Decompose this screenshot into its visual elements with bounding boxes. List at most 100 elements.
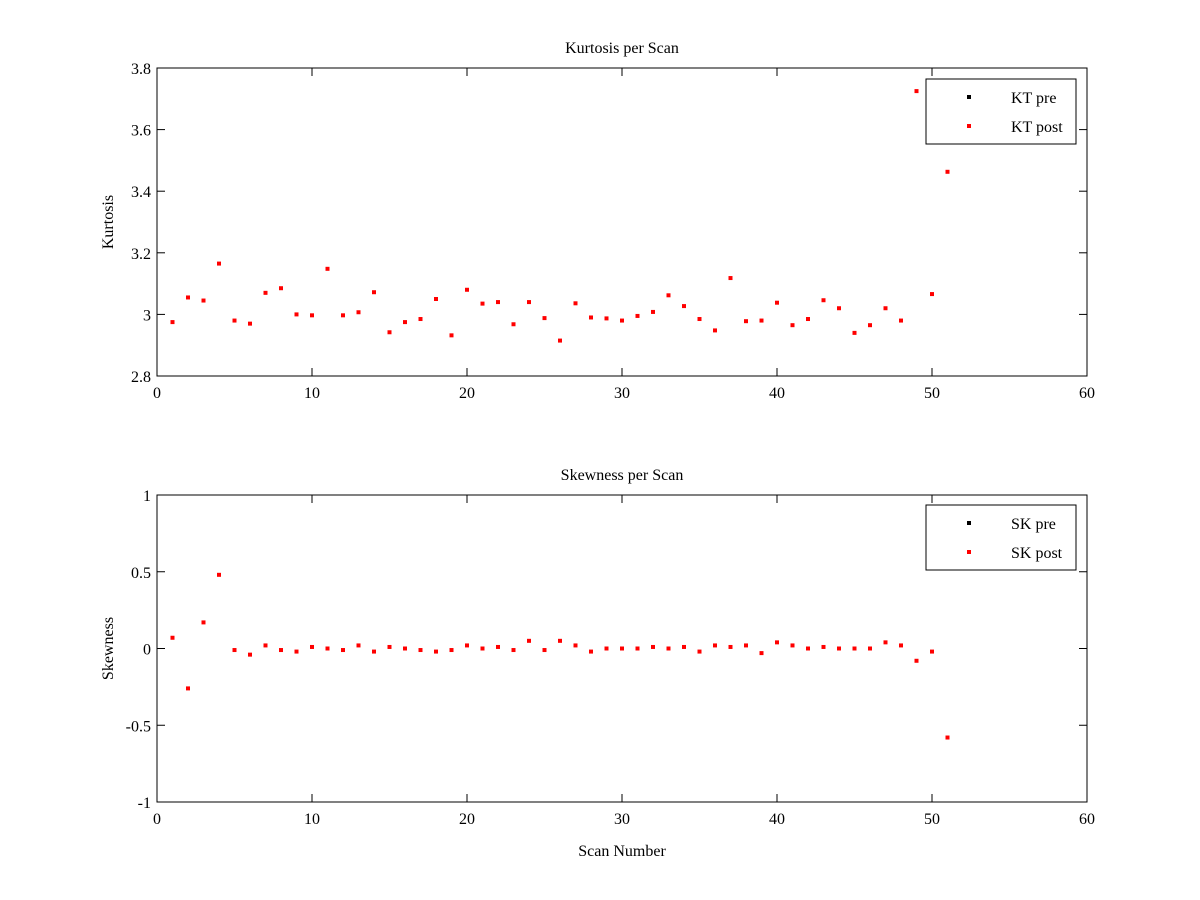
data-point-kt-post [248,321,252,326]
data-point-sk-post [697,649,702,654]
data-point-sk-post [821,644,826,649]
data-point-kt-post [651,309,655,314]
data-point-sk-post [573,643,578,648]
x-tick-label: 30 [614,385,630,402]
data-point-kt-post [170,320,175,325]
data-point-sk-post [294,649,299,654]
x-axis-label: Scan Number [578,843,666,860]
data-point-kt-post [480,301,485,306]
data-point-sk-post [790,643,795,648]
data-point-sk-post [775,640,779,645]
y-tick-label: 0 [143,642,151,659]
data-point-sk-post [434,649,438,654]
y-tick-label: 2.8 [131,369,151,386]
x-tick-label: 20 [459,385,475,402]
x-tick-label: 60 [1079,811,1095,828]
data-point-kt-post [356,310,361,315]
data-point-sk-post [620,646,624,651]
data-point-kt-post [635,313,640,318]
y-axis-label: Skewness [100,617,117,680]
data-point-kt-post [186,295,190,300]
data-point-sk-post [589,649,593,654]
data-point-kt-post [449,333,454,338]
data-point-sk-post [945,735,950,740]
y-axis-label: Kurtosis [100,195,117,249]
data-point-kt-post [697,317,702,322]
data-point-sk-post [403,646,407,651]
data-point-sk-post [248,652,252,657]
data-point-sk-post [744,643,748,648]
data-point-sk-post [480,646,485,651]
data-point-sk-post [728,644,733,649]
data-point-sk-post [759,651,764,656]
data-point-kt-post [496,300,500,305]
data-point-kt-post [573,301,578,306]
data-point-sk-post [263,643,268,648]
data-point-kt-post [620,318,624,323]
x-tick-label: 30 [614,811,630,828]
x-tick-label: 50 [924,811,940,828]
data-point-kt-post [604,316,609,321]
x-tick-label: 50 [924,385,940,402]
data-point-sk-post [356,643,361,648]
data-point-kt-post [418,317,423,322]
data-point-kt-post [279,286,283,291]
data-point-kt-post [883,306,888,311]
data-point-kt-post [713,328,717,333]
data-point-sk-post [883,640,888,645]
x-tick-label: 60 [1079,385,1095,402]
data-point-sk-post [201,620,206,625]
data-point-kt-post [930,292,934,297]
data-point-kt-post [759,318,764,323]
data-point-kt-post [790,323,795,328]
legend-label: KT pre [1011,90,1056,107]
data-point-sk-post [682,644,686,649]
data-point-kt-post [527,300,531,305]
data-point-sk-post [387,644,392,649]
x-tick-label: 40 [769,811,785,828]
data-point-sk-post [930,649,934,654]
y-tick-label: 3.4 [131,184,151,201]
y-tick-label: -0.5 [126,718,151,735]
data-point-kt-post [403,320,407,325]
chart-panel-1: 0 10 20 30 40 50 60 2.8 3 3.2 3.4 3.6 3.8 Kurtosis pe… [100,40,1095,402]
data-point-sk-post [868,646,872,651]
data-point-kt-post [837,306,841,311]
data-point-sk-post [666,646,671,651]
data-point-sk-post [170,635,175,640]
data-point-kt-post [325,266,330,271]
data-point-sk-post [651,644,655,649]
data-point-kt-post [806,317,810,322]
x-tick-label: 40 [769,385,785,402]
data-point-kt-post [310,313,314,318]
data-point-kt-post [868,323,872,328]
x-tick-label: 0 [153,385,161,402]
data-point-kt-post [341,313,345,318]
data-point-sk-post [449,648,454,653]
data-point-sk-post [418,648,423,653]
data-point-kt-post [666,293,671,298]
data-point-kt-post [294,312,299,317]
data-point-kt-post [217,261,221,266]
data-point-kt-post [744,319,748,324]
data-point-sk-post [914,658,919,663]
legend-label: SK post [1011,545,1063,562]
data-point-sk-post [527,638,531,643]
data-point-sk-post [372,649,376,654]
data-point-sk-post [511,648,516,653]
data-point-sk-post [186,686,190,691]
legend-label: KT post [1011,119,1063,136]
chart-title: Kurtosis per Scan [565,40,679,57]
data-point-kt-post [589,315,593,320]
data-point-sk-post [899,643,903,648]
data-point-sk-post [558,638,562,643]
data-point-kt-post [899,318,903,323]
data-point-kt-post [728,276,733,281]
data-point-kt-post [465,287,469,292]
data-point-sk-post [325,646,330,651]
data-point-sk-post [852,646,857,651]
legend-label: SK pre [1011,516,1056,533]
data-point-kt-post [542,316,547,321]
data-point-sk-post [806,646,810,651]
